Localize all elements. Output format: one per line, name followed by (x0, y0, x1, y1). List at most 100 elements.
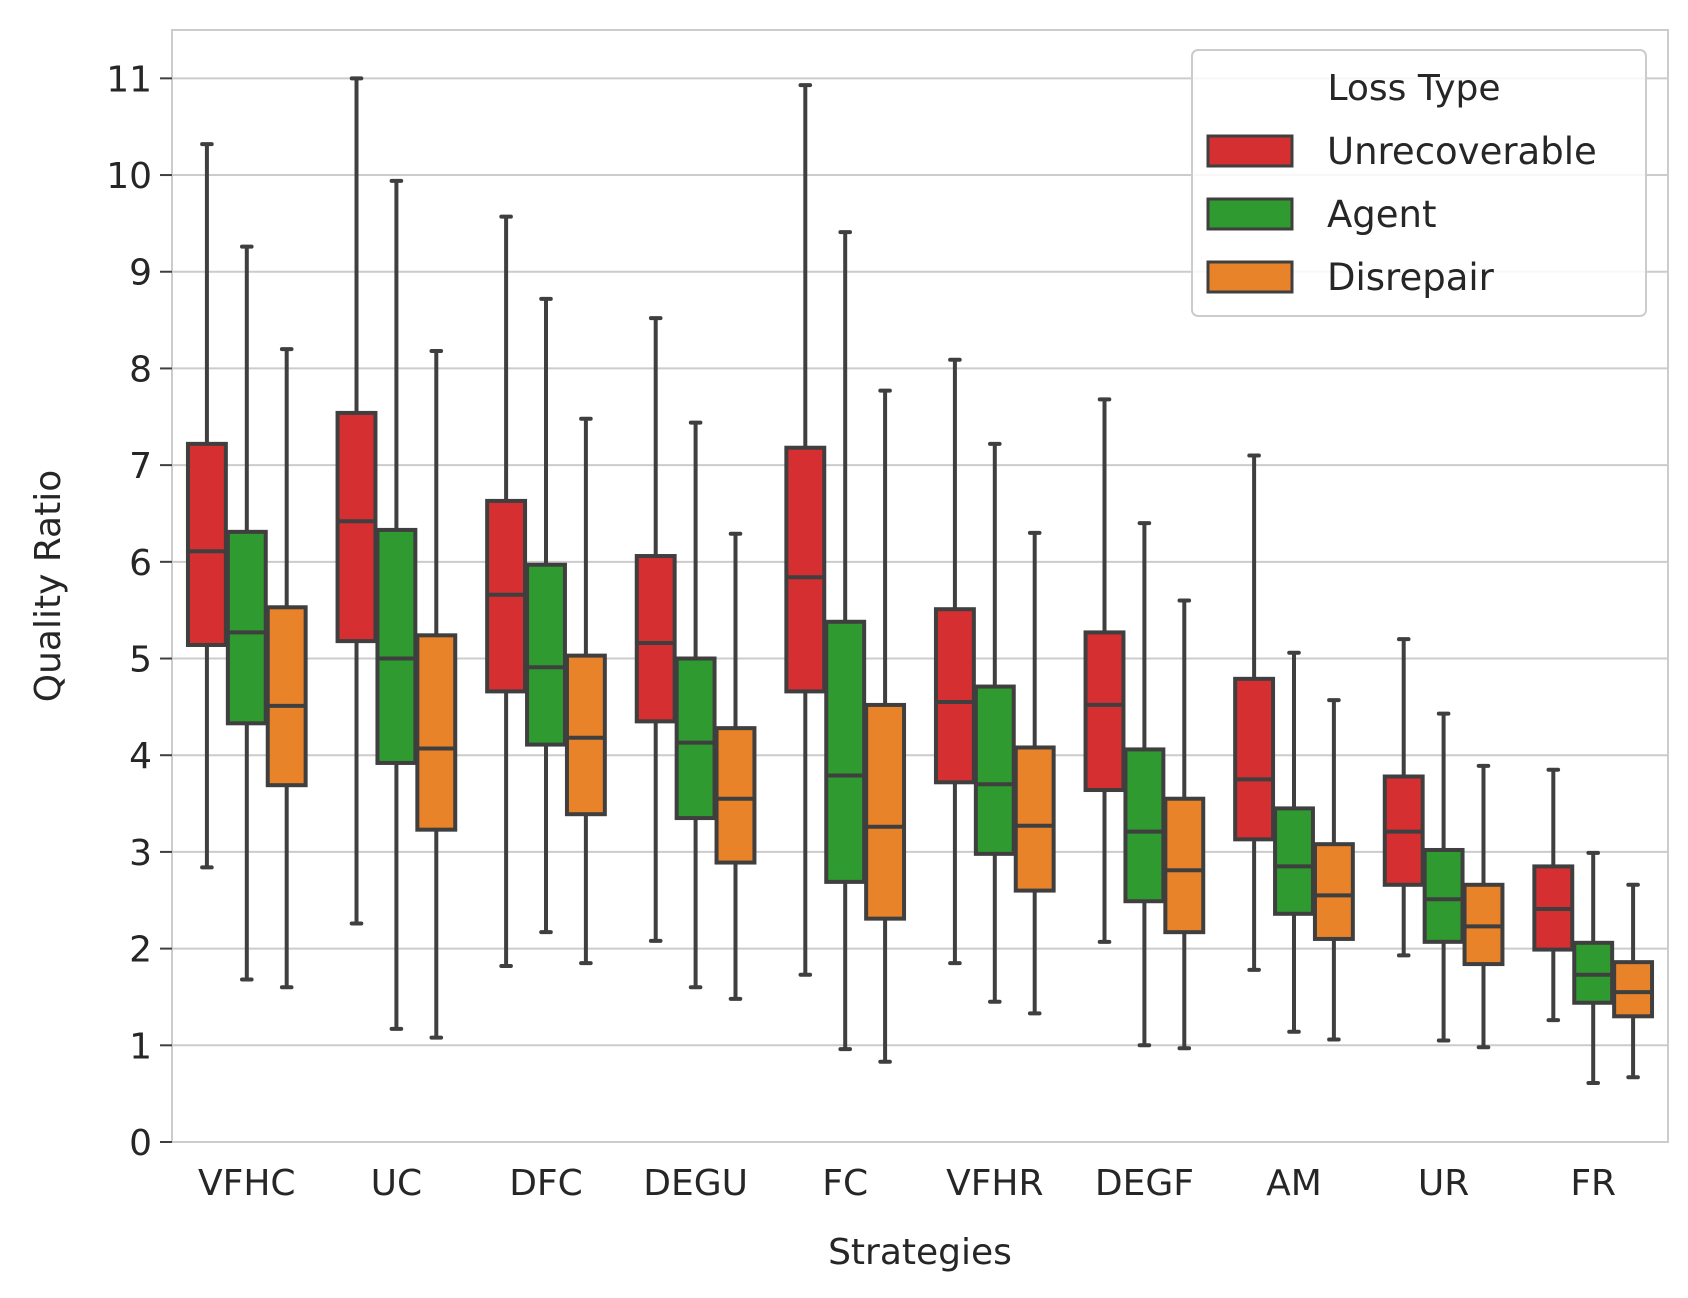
box-iqr (415, 633, 458, 832)
box-group-fr (1532, 767, 1655, 1086)
box-degu-agent (674, 420, 717, 990)
plot-frame (171, 29, 1669, 1143)
y-tick-label: 7 (129, 446, 152, 487)
box-iqr (1273, 806, 1315, 916)
y-axis: 0 1 2 3 4 5 6 7 8 9 10 11 (106, 59, 172, 1164)
y-tick-label: 1 (129, 1026, 152, 1067)
box-iqr (864, 702, 907, 921)
box-fr-disrepair (1612, 882, 1655, 1080)
box-uc-disrepair (415, 349, 458, 1040)
box-dfc-disrepair (564, 416, 607, 966)
box-group-vfhr (933, 357, 1056, 1016)
legend-label: Disrepair (1327, 256, 1495, 299)
x-tick-label: DEGF (1095, 1163, 1194, 1204)
legend-swatch (1206, 260, 1294, 294)
x-tick-label: UR (1418, 1163, 1469, 1204)
box-fr-unrecoverable (1532, 767, 1575, 1023)
x-tick-label: VFHR (946, 1163, 1043, 1204)
box-ur-unrecoverable (1382, 637, 1425, 958)
box-group-ur (1382, 637, 1505, 1050)
legend-swatch (1206, 134, 1294, 168)
box-vfhc-agent (225, 244, 268, 982)
box-vfhc-unrecoverable (185, 142, 228, 870)
box-fc-disrepair (864, 388, 907, 1064)
box-iqr (973, 684, 1016, 856)
box-am-agent (1273, 650, 1315, 1034)
box-degf-agent (1123, 521, 1166, 1048)
legend-label: Unrecoverable (1327, 130, 1597, 173)
box-iqr (225, 529, 268, 726)
box-degu-unrecoverable (634, 316, 677, 943)
legend-items: Unrecoverable Agent Disrepair (1206, 130, 1597, 299)
x-tick-label: AM (1266, 1163, 1322, 1204)
box-am-disrepair (1312, 698, 1355, 1042)
box-group-uc (335, 76, 458, 1040)
y-tick-label: 6 (129, 543, 152, 584)
x-axis-title: Strategies (828, 1232, 1012, 1273)
box-dfc-agent (525, 296, 567, 935)
y-tick-label: 10 (106, 156, 152, 197)
y-tick-label: 11 (106, 59, 152, 100)
x-axis: VFHC UC DFC DEGU FC VFHR DEGF AM UR FR (198, 1163, 1616, 1204)
box-am-unrecoverable (1233, 453, 1276, 972)
legend-frame (1191, 49, 1647, 317)
box-group-dfc (485, 214, 607, 969)
box-iqr (1013, 745, 1056, 893)
legend-title: Loss Type (1327, 68, 1500, 109)
x-tick-label: DEGU (643, 1163, 748, 1204)
box-vfhr-agent (973, 441, 1016, 1004)
box-iqr (375, 527, 418, 765)
x-tick-label: DFC (509, 1163, 583, 1204)
legend-swatch (1206, 197, 1294, 231)
legend-item-disrepair: Disrepair (1206, 256, 1495, 299)
box-iqr (784, 445, 827, 694)
legend-label: Agent (1327, 193, 1437, 236)
box-degf-disrepair (1163, 598, 1206, 1051)
legend: Loss Type Unrecoverable Agent Disrepair (1191, 49, 1647, 317)
box-iqr (1233, 676, 1276, 842)
box-groups (185, 76, 1655, 1086)
box-iqr (335, 410, 378, 644)
y-tick-label: 8 (129, 349, 152, 390)
y-tick-label: 2 (129, 930, 152, 971)
box-iqr (1422, 847, 1465, 944)
box-group-vfhc (185, 142, 308, 990)
box-ur-agent (1422, 711, 1465, 1043)
box-iqr (674, 656, 717, 821)
box-iqr (564, 653, 607, 817)
box-uc-unrecoverable (335, 76, 378, 926)
y-tick-label: 0 (129, 1123, 152, 1164)
box-fc-agent (824, 230, 867, 1052)
y-tick-label: 4 (129, 736, 152, 777)
x-tick-label: FC (822, 1163, 868, 1204)
box-degf-unrecoverable (1083, 397, 1126, 944)
box-ur-disrepair (1462, 763, 1505, 1050)
box-iqr (634, 554, 677, 724)
box-vfhc-disrepair (265, 347, 308, 990)
y-axis-title: Quality Ratio (28, 470, 69, 703)
legend-item-unrecoverable: Unrecoverable (1206, 130, 1597, 173)
box-iqr (1312, 842, 1355, 941)
x-tick-label: FR (1570, 1163, 1616, 1204)
box-iqr (525, 562, 567, 747)
box-vfhr-disrepair (1013, 530, 1056, 1016)
y-tick-label: 3 (129, 833, 152, 874)
box-iqr (1083, 630, 1126, 793)
box-iqr (714, 726, 757, 865)
box-degu-disrepair (714, 531, 757, 1001)
x-tick-label: VFHC (198, 1163, 296, 1204)
box-iqr (1123, 747, 1166, 904)
box-group-degu (634, 316, 757, 1001)
box-group-degf (1083, 397, 1206, 1051)
box-group-fc (784, 83, 907, 1064)
box-iqr (1163, 796, 1206, 935)
box-iqr (265, 605, 308, 788)
y-tick-label: 5 (129, 640, 152, 681)
y-tick-label: 9 (129, 253, 152, 294)
legend-item-agent: Agent (1206, 193, 1437, 236)
x-tick-label: UC (371, 1163, 423, 1204)
box-fc-unrecoverable (784, 83, 827, 977)
box-group-am (1233, 453, 1355, 1042)
box-iqr (185, 441, 228, 647)
